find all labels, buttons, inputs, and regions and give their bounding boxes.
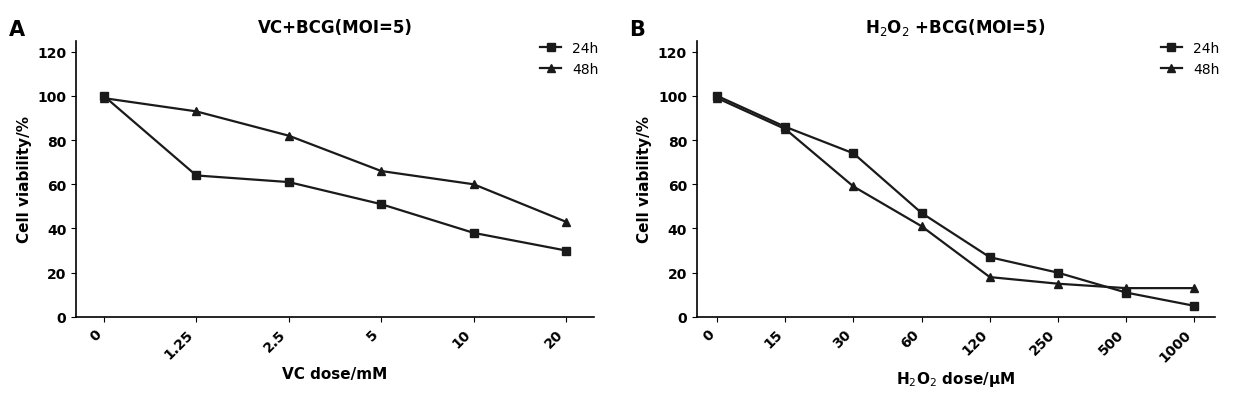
Line: 48h: 48h (99, 95, 570, 226)
48h (914, 224, 929, 229)
Y-axis label: Cell viability/%: Cell viability/% (16, 116, 32, 243)
24h (709, 94, 724, 99)
Line: 24h: 24h (99, 92, 570, 255)
24h (97, 94, 112, 99)
24h (466, 231, 481, 236)
48h (188, 110, 203, 115)
Legend: 24h, 48h: 24h, 48h (1156, 36, 1225, 82)
48h (709, 96, 724, 101)
48h (466, 182, 481, 187)
Line: 24h: 24h (713, 92, 1198, 310)
48h (777, 127, 792, 132)
48h (281, 134, 296, 139)
Title: H$_2$O$_2$ +BCG(MOI=5): H$_2$O$_2$ +BCG(MOI=5) (866, 17, 1047, 38)
48h (1118, 286, 1133, 291)
24h (914, 211, 929, 216)
24h (559, 249, 574, 254)
48h (1050, 281, 1065, 286)
24h (373, 202, 388, 207)
48h (559, 220, 574, 225)
48h (846, 185, 861, 190)
X-axis label: VC dose/mM: VC dose/mM (283, 367, 388, 382)
24h (281, 180, 296, 185)
24h (1050, 271, 1065, 275)
24h (846, 151, 861, 156)
X-axis label: H$_2$O$_2$ dose/μM: H$_2$O$_2$ dose/μM (897, 369, 1016, 388)
48h (1187, 286, 1202, 291)
Line: 48h: 48h (713, 95, 1198, 292)
Legend: 24h, 48h: 24h, 48h (534, 36, 604, 82)
24h (188, 174, 203, 179)
48h (97, 96, 112, 101)
Title: VC+BCG(MOI=5): VC+BCG(MOI=5) (258, 19, 413, 37)
24h (1187, 304, 1202, 309)
Y-axis label: Cell viability/%: Cell viability/% (637, 116, 652, 243)
48h (373, 169, 388, 174)
24h (777, 125, 792, 130)
24h (982, 255, 997, 260)
48h (982, 275, 997, 280)
24h (1118, 290, 1133, 295)
Text: A: A (9, 19, 25, 39)
Text: B: B (630, 19, 645, 39)
